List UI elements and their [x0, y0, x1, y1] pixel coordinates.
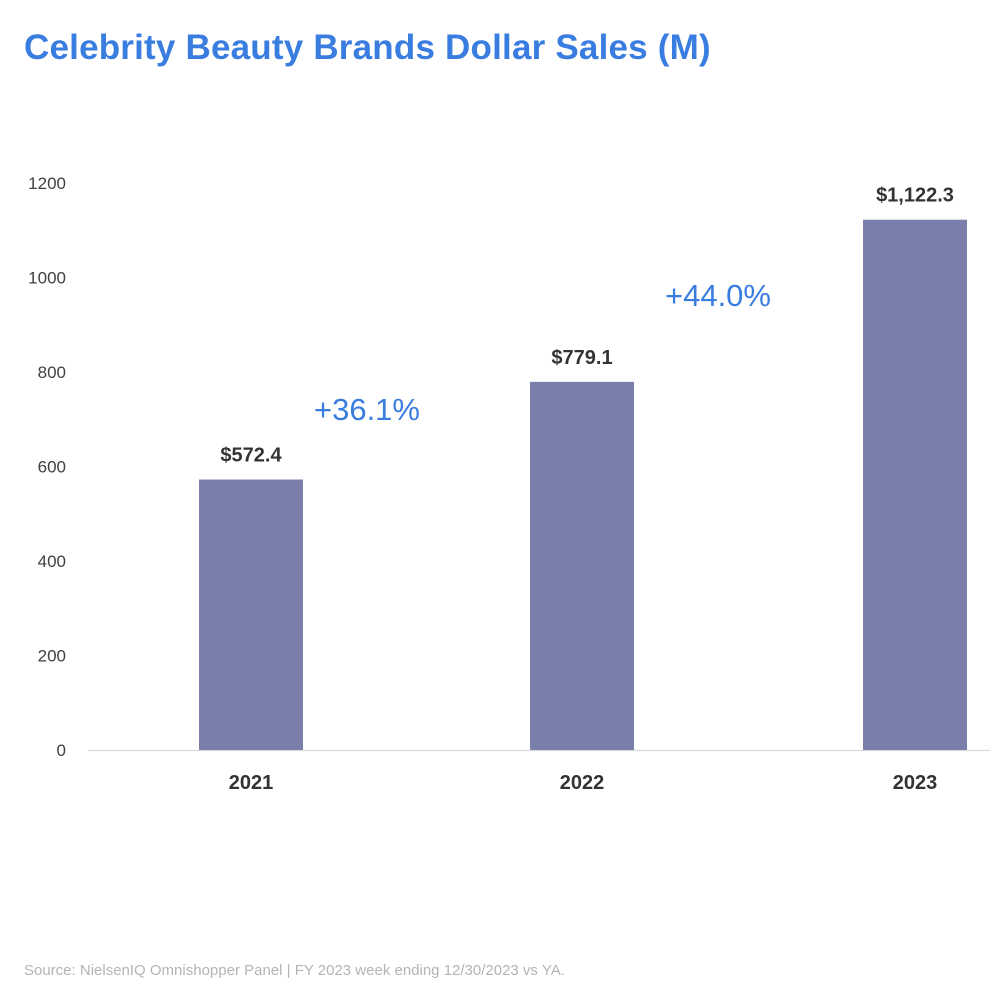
source-note: Source: NielsenIQ Omnishopper Panel | FY…	[24, 962, 565, 979]
y-tick-label: 600	[38, 458, 66, 477]
data-label-2023: $1,122.3	[876, 185, 954, 207]
x-tick-label: 2022	[560, 772, 605, 794]
data-label-2021: $572.4	[220, 445, 282, 467]
x-tick-label: 2023	[893, 772, 938, 794]
y-tick-label: 1200	[28, 174, 66, 193]
y-tick-label: 400	[38, 552, 66, 571]
y-tick-label: 1000	[28, 269, 66, 288]
y-tick-label: 200	[38, 647, 66, 666]
bar-2022	[530, 381, 634, 750]
data-label-2022: $779.1	[551, 347, 612, 369]
growth-annotation: +44.0%	[665, 278, 771, 313]
bar-2021	[199, 479, 303, 750]
growth-annotation: +36.1%	[314, 392, 420, 427]
bar-2023	[863, 219, 967, 750]
chart-title: Celebrity Beauty Brands Dollar Sales (M)	[24, 28, 711, 67]
y-tick-label: 0	[57, 741, 66, 760]
x-tick-label: 2021	[229, 772, 274, 794]
y-tick-label: 800	[38, 363, 66, 382]
